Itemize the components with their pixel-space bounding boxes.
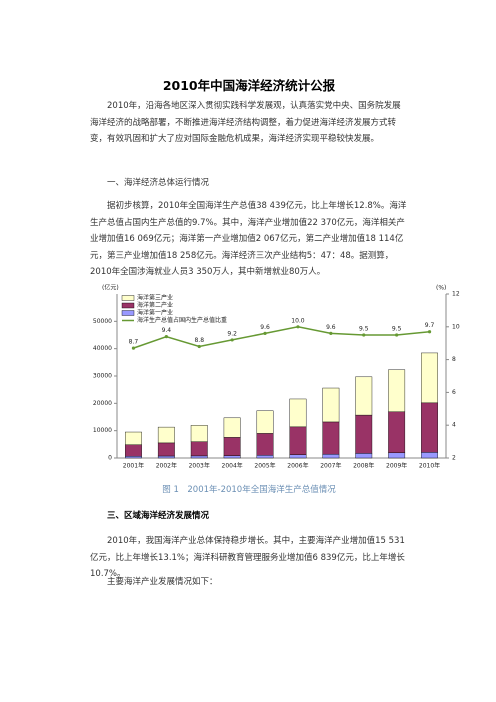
bar-segment [289,398,307,428]
data-label: 8.8 [194,337,204,344]
bar-segment [190,455,208,459]
x-tick-label: 2008年 [353,462,374,470]
paragraph: 2010年，我国海洋产业总体保持稳步增长。其中，主要海洋产业增加值15 531亿… [90,536,405,579]
x-tick-label: 2006年 [287,462,308,470]
x-tick-label: 2001年 [123,462,144,470]
data-label: 9.4 [162,327,172,334]
bar-segment [388,369,406,413]
y-tick-label: 30000 [93,373,112,380]
bar-segment [223,417,241,438]
data-label: 9.5 [359,326,369,333]
data-label: 10.0 [291,317,305,324]
data-label: 9.6 [260,324,270,331]
line-point [329,331,333,335]
bar-segment [322,453,340,459]
bar-segment [388,452,406,459]
legend-label: 海洋第一产业 [137,309,173,317]
x-tick-label: 2007年 [320,462,341,470]
bar-segment [223,437,241,456]
bar-segment [125,431,142,445]
paragraph: 据初步核算，2010年全国海洋生产总值38 439亿元，比上年增长12.8%。海… [90,201,407,277]
legend-label: 海洋第三产业 [137,294,173,302]
x-tick-label: 2003年 [189,462,210,470]
x-tick-label: 2010年 [419,462,440,470]
data-label: 9.7 [425,322,435,329]
legend-swatch [121,295,135,301]
chart: (亿元) (%) 0 10000 20000 30000 40000 50000 2 4 6 8 1… [93,284,460,470]
paragraph: 2010年，沿海各地区深入贯彻实践科学发展观，认真落实党中央、国务院发展海洋经济… [90,101,401,144]
x-tick-label: 2005年 [254,462,275,470]
title: 2010年中国海洋经济统计公报 [162,78,336,93]
line-point [296,325,300,329]
y-axis-label: (亿元) [102,284,119,292]
line-point [362,333,366,337]
bar-segment [421,402,438,453]
line-point [131,346,136,350]
x-tick-label: 2004年 [222,462,243,470]
legend-swatch [121,302,135,309]
y-tick-label: 10000 [93,427,112,434]
y-tick-label: 0 [108,455,112,462]
bar-segment [421,452,438,459]
bar-segment [388,411,406,454]
bar-segment [289,454,307,459]
x-tick-label: 2002年 [156,462,177,470]
legend-swatch [121,310,135,316]
bar-segment [157,442,175,457]
bar-segment [421,352,438,404]
heading: 一、海洋经济总体运行情况 [107,178,210,188]
y-tick-label: 40000 [93,345,112,352]
legend-label: 海洋第二产业 [137,301,173,309]
heading: 三、区域海洋经济发展情况 [107,511,210,521]
bar-segment [125,456,142,459]
y2-tick-label: 2 [452,455,456,462]
line-point [427,330,432,334]
paragraph: 主要海洋产业发展情况如下： [107,577,218,587]
bar-segment [355,414,373,454]
caption: 图 1 2001年-2010年全国海洋生产总值情况 [162,485,336,495]
y2-axis-label: (%) [436,285,446,292]
bar-segment [190,425,208,442]
y2-tick-label: 8 [452,356,456,363]
line-point [164,335,168,339]
data-label: 9.2 [227,330,237,337]
bar-segment [256,433,274,456]
data-label: 9.5 [392,326,402,333]
bar-segment [157,426,175,444]
bar-segment [355,453,373,459]
bar-segment [322,387,340,423]
bar-segment [289,426,307,455]
bar-segment [157,455,175,459]
legend-label: 海洋生产总值占国内生产总值比重 [137,316,227,324]
line-point [197,344,201,349]
bar-segment [322,421,340,455]
y2-tick-label: 12 [452,291,460,298]
y-tick-label: 20000 [93,400,112,407]
x-tick-label: 2009年 [386,462,407,470]
line-point [263,331,267,335]
line-point [395,333,399,337]
line-point [230,338,234,342]
bar-segment [256,455,274,459]
y-tick-label: 50000 [93,318,112,325]
data-label: 8.7 [129,339,139,346]
y2-tick-label: 6 [452,389,456,396]
data-label: 9.6 [326,324,336,331]
y2-tick-label: 10 [452,323,460,330]
line [133,326,430,349]
bar-segment [223,455,241,459]
bar-segment [355,376,373,416]
bar-segment [125,444,142,457]
bar-segment [190,441,208,457]
bar-segment [256,410,274,434]
y2-tick-label: 4 [452,422,456,429]
